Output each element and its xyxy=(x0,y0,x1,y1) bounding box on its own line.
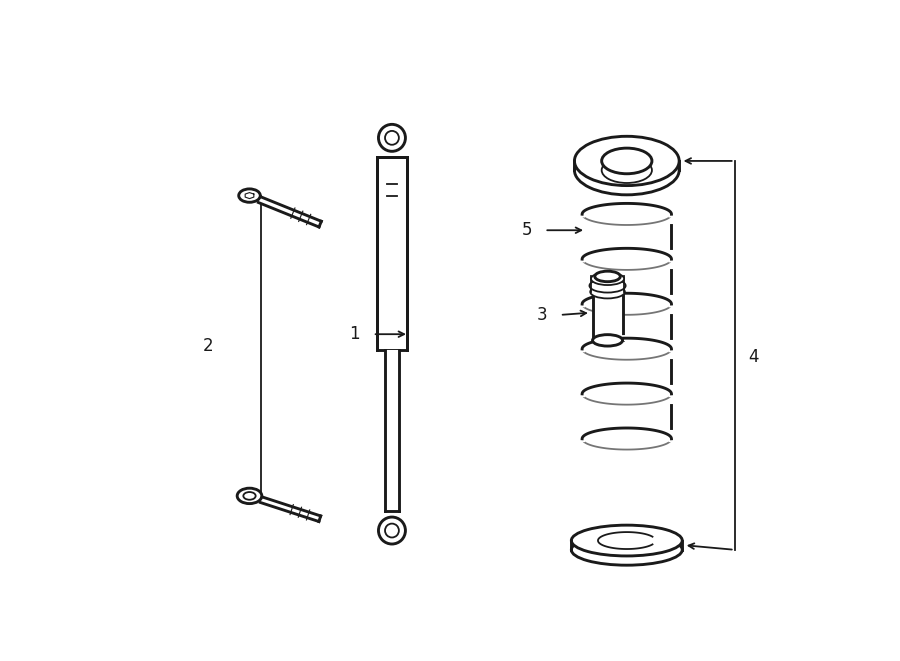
Ellipse shape xyxy=(238,189,260,202)
Text: 3: 3 xyxy=(537,306,547,324)
Ellipse shape xyxy=(590,286,625,298)
Ellipse shape xyxy=(572,525,682,556)
Text: 5: 5 xyxy=(522,221,532,239)
Ellipse shape xyxy=(590,279,625,293)
Polygon shape xyxy=(592,292,623,340)
Ellipse shape xyxy=(602,148,652,174)
Text: 2: 2 xyxy=(202,336,213,355)
Ellipse shape xyxy=(602,157,652,183)
Text: 1: 1 xyxy=(349,325,360,343)
Polygon shape xyxy=(258,197,321,227)
Ellipse shape xyxy=(385,524,399,537)
Ellipse shape xyxy=(592,334,623,346)
Polygon shape xyxy=(260,497,320,522)
Ellipse shape xyxy=(591,272,624,285)
Ellipse shape xyxy=(238,488,262,504)
Ellipse shape xyxy=(574,145,680,195)
Ellipse shape xyxy=(385,131,399,145)
Polygon shape xyxy=(385,350,399,512)
Ellipse shape xyxy=(595,271,620,282)
Ellipse shape xyxy=(572,534,682,565)
Ellipse shape xyxy=(379,124,405,151)
Ellipse shape xyxy=(574,136,680,186)
Ellipse shape xyxy=(243,492,256,500)
Ellipse shape xyxy=(379,517,405,544)
Polygon shape xyxy=(376,157,408,350)
Text: 4: 4 xyxy=(749,348,759,366)
